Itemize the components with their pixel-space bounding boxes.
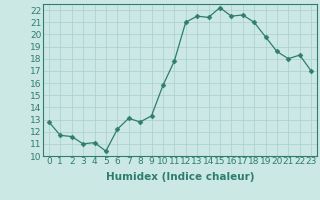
X-axis label: Humidex (Indice chaleur): Humidex (Indice chaleur) [106, 172, 254, 182]
